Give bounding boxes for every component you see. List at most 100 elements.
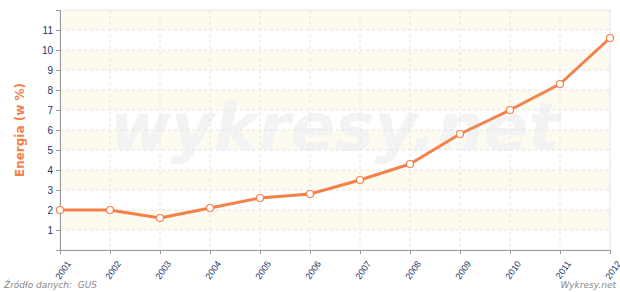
x-tick-mark (160, 250, 161, 254)
marker (457, 131, 464, 138)
y-tick: 11 (43, 25, 60, 36)
band (60, 50, 610, 70)
y-tick-label: 11 (43, 25, 54, 36)
y-tick-mark (56, 170, 60, 171)
x-tick: 2003 (153, 250, 173, 281)
y-tick: 4 (47, 165, 60, 176)
y-tick: 8 (47, 85, 60, 96)
y-tick-label: 6 (47, 125, 53, 136)
source: Źródło danych: GUS (3, 279, 97, 290)
marker (407, 161, 414, 168)
x-tick: 2009 (453, 250, 473, 281)
x-tick-mark (110, 250, 111, 254)
series (57, 35, 614, 222)
x-tick-label: 2010 (503, 259, 523, 281)
y-tick-mark (56, 30, 60, 31)
x-tick-label: 2008 (403, 259, 423, 281)
x-tick-mark (260, 250, 261, 254)
y-tick-mark (56, 110, 60, 111)
x-axis-line (61, 251, 611, 255)
grid-line-y (60, 210, 610, 211)
grid-line-y (60, 30, 610, 31)
grid-line-y (60, 90, 610, 91)
x-tick: 2001 (53, 250, 73, 281)
y-tick-label: 8 (47, 85, 53, 96)
x-tick-label: 2004 (203, 259, 223, 281)
grid-line-y (60, 130, 610, 131)
y-axis-title: Energia (w %) (13, 83, 27, 177)
x-tick-label: 2003 (153, 259, 173, 281)
y-tick: 3 (47, 185, 60, 196)
x-tick-label: 2006 (303, 259, 323, 281)
y-tick-mark (56, 150, 60, 151)
y-tick-label: 2 (47, 205, 53, 216)
y-axis-line (56, 11, 61, 251)
x-tick-label: 2001 (53, 259, 73, 281)
x-tick-label: 2011 (554, 259, 573, 281)
grid-line-x (560, 10, 561, 250)
marker (557, 81, 564, 88)
grid-line-x (510, 10, 511, 250)
grid-line-x (210, 10, 211, 250)
plot: wykresy.net 1 2 3 4 5 6 7 8 9 10 11 2001 2002 2003 2004… (42, 10, 620, 281)
grid-line-y (60, 230, 610, 231)
y-tick-label: 9 (47, 65, 53, 76)
bands (60, 10, 610, 230)
x-tick-mark (60, 250, 61, 254)
grid-line-y (60, 70, 610, 71)
x-tick-mark (410, 250, 411, 254)
y-tick: 5 (47, 145, 60, 156)
y-tick-label: 7 (47, 105, 53, 116)
grid-line-x (260, 10, 261, 250)
x-tick: 2007 (353, 250, 373, 281)
y-tick-label: 3 (47, 185, 53, 196)
y-tick: 1 (47, 225, 60, 236)
x-tick-mark (460, 250, 461, 254)
marker (257, 195, 264, 202)
x-tick: 2004 (203, 250, 223, 281)
x-tick-mark (310, 250, 311, 254)
marker (357, 177, 364, 184)
band (60, 210, 610, 230)
marker (207, 205, 214, 212)
marker (57, 207, 64, 214)
x-tick-mark (210, 250, 211, 254)
marker (107, 207, 114, 214)
grid-line-y (60, 170, 610, 171)
x-tick: 2005 (253, 250, 273, 281)
x-tick-label: 2012 (603, 259, 620, 281)
y-tick: 6 (47, 125, 60, 136)
marker (307, 191, 314, 198)
x-tick: 2010 (503, 250, 523, 281)
chart: wykresy.net 1 2 3 4 5 6 7 8 9 10 11 2001 2002 2003 2004… (0, 0, 620, 292)
marker (157, 215, 164, 222)
y-tick-mark (56, 190, 60, 191)
y-tick: 10 (42, 45, 60, 56)
grid-line-x (310, 10, 311, 250)
x-tick: 2008 (403, 250, 423, 281)
watermark: wykresy.net (110, 89, 562, 166)
x-tick-label: 2002 (103, 259, 123, 281)
y-tick: 7 (47, 105, 60, 116)
marker (607, 35, 614, 42)
x-tick-label: 2009 (453, 259, 473, 281)
x-tick: 2012 (603, 250, 620, 281)
y-tick-label: 10 (42, 45, 54, 56)
x-tick: 2011 (554, 250, 573, 281)
grid-line-x (360, 10, 361, 250)
y-tick-label: 4 (47, 165, 53, 176)
x-tick-label: 2007 (353, 259, 373, 281)
line (60, 38, 610, 218)
credit: Wykresy.net (560, 280, 616, 290)
grid-line-y (60, 150, 610, 151)
y-tick-label: 5 (47, 145, 53, 156)
x-tick-mark (360, 250, 361, 254)
x-tick-label: 2005 (253, 259, 273, 281)
band (60, 10, 610, 30)
y-tick-mark (56, 70, 60, 71)
y-tick: 9 (47, 65, 60, 76)
y-tick-mark (56, 230, 60, 231)
x-tick-mark (560, 250, 561, 254)
y-axis: 1 2 3 4 5 6 7 8 9 10 11 (42, 11, 61, 251)
y-tick-label: 1 (47, 225, 53, 236)
